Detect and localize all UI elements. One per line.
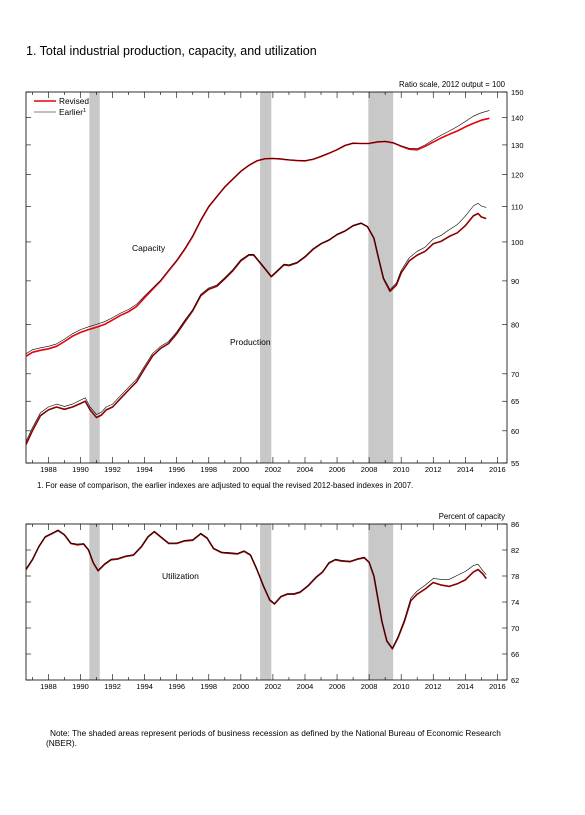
- x-tick-label: 1988: [40, 682, 57, 691]
- recession-band: [368, 524, 394, 680]
- x-tick-label: 2004: [297, 682, 314, 691]
- y-tick-label: 62: [511, 676, 519, 685]
- plot-frame: [25, 91, 508, 464]
- x-tick-label: 1988: [40, 465, 57, 474]
- y-tick-label: 82: [511, 546, 519, 555]
- x-tick-label: 2006: [329, 682, 346, 691]
- x-tick-label: 1998: [200, 682, 217, 691]
- x-tick-label: 2016: [489, 465, 506, 474]
- y-tick-label: 80: [511, 320, 519, 329]
- x-tick-label: 1990: [72, 465, 89, 474]
- recession-band: [89, 92, 100, 463]
- legend-label-earlier: Earlier1: [59, 107, 86, 117]
- legend-footnote-marker: 1: [83, 108, 86, 114]
- x-tick-label: 2004: [297, 465, 314, 474]
- top-panel: 1988 1990 1992 1994 1996 1998 2000 2002 2004 2006…: [25, 80, 524, 474]
- x-tick-label: 1998: [200, 465, 217, 474]
- x-tick-label: 1996: [168, 465, 185, 474]
- x-tick-label: 2008: [361, 682, 378, 691]
- recession-band: [89, 524, 100, 680]
- y-tick-label: 70: [511, 370, 519, 379]
- y-tick-label: 70: [511, 624, 519, 633]
- annotation-capacity: Capacity: [132, 243, 166, 253]
- y-tick-label: 60: [511, 427, 519, 436]
- x-tick-label: 1990: [72, 682, 89, 691]
- recession-band: [260, 92, 272, 463]
- x-tick-label: 1992: [104, 465, 121, 474]
- recession-note: Note: The shaded areas represent periods…: [46, 728, 501, 748]
- chart-title: 1. Total industrial production, capacity…: [26, 44, 317, 58]
- y-tick-label: 55: [511, 459, 519, 468]
- x-tick-label: 2012: [425, 465, 442, 474]
- series-line-revised: [25, 212, 487, 445]
- footnote: 1. For ease of comparison, the earlier i…: [37, 481, 413, 490]
- recession-band: [368, 92, 394, 463]
- series-line-earlier: [25, 110, 490, 355]
- annotation-utilization: Utilization: [162, 571, 199, 581]
- y-tick-label: 140: [511, 114, 524, 123]
- y-tick-label: 130: [511, 141, 524, 150]
- x-tick-label: 2000: [233, 682, 250, 691]
- series-line-earlier: [25, 203, 487, 442]
- x-tick-label: 2002: [265, 682, 282, 691]
- x-tick-label: 2002: [265, 465, 282, 474]
- x-tick-label: 2008: [361, 465, 378, 474]
- x-tick-label: 2010: [393, 465, 410, 474]
- x-tick-label: 1992: [104, 682, 121, 691]
- x-tick-label: 1994: [136, 682, 153, 691]
- y-tick-label: 150: [511, 88, 524, 97]
- y-tick-label: 120: [511, 171, 524, 180]
- units-label: Percent of capacity: [439, 512, 505, 521]
- series-line-earlier: [25, 529, 487, 649]
- x-tick-label: 2010: [393, 682, 410, 691]
- x-tick-label: 2006: [329, 465, 346, 474]
- recession-band: [260, 524, 272, 680]
- bottom-panel: 1988 1990 1992 1994 1996 1998 2000 2002 2004 2006…: [25, 512, 519, 691]
- y-tick-label: 110: [511, 203, 523, 212]
- units-label: Ratio scale, 2012 output = 100: [399, 80, 506, 89]
- y-tick-label: 66: [511, 650, 519, 659]
- y-tick-label: 65: [511, 397, 519, 406]
- y-tick-label: 78: [511, 572, 519, 581]
- x-tick-label: 2016: [489, 682, 506, 691]
- x-tick-label: 2014: [457, 682, 474, 691]
- y-tick-label: 86: [511, 520, 519, 529]
- x-tick-label: 2012: [425, 682, 442, 691]
- y-tick-label: 100: [511, 238, 524, 247]
- y-tick-label: 90: [511, 277, 519, 286]
- y-tick-label: 74: [511, 598, 519, 607]
- annotation-production: Production: [230, 337, 271, 347]
- x-tick-label: 1996: [168, 682, 185, 691]
- x-tick-label: 2014: [457, 465, 474, 474]
- x-tick-label: 2000: [233, 465, 250, 474]
- x-tick-label: 1994: [136, 465, 153, 474]
- legend-label-revised: Revised: [59, 96, 89, 106]
